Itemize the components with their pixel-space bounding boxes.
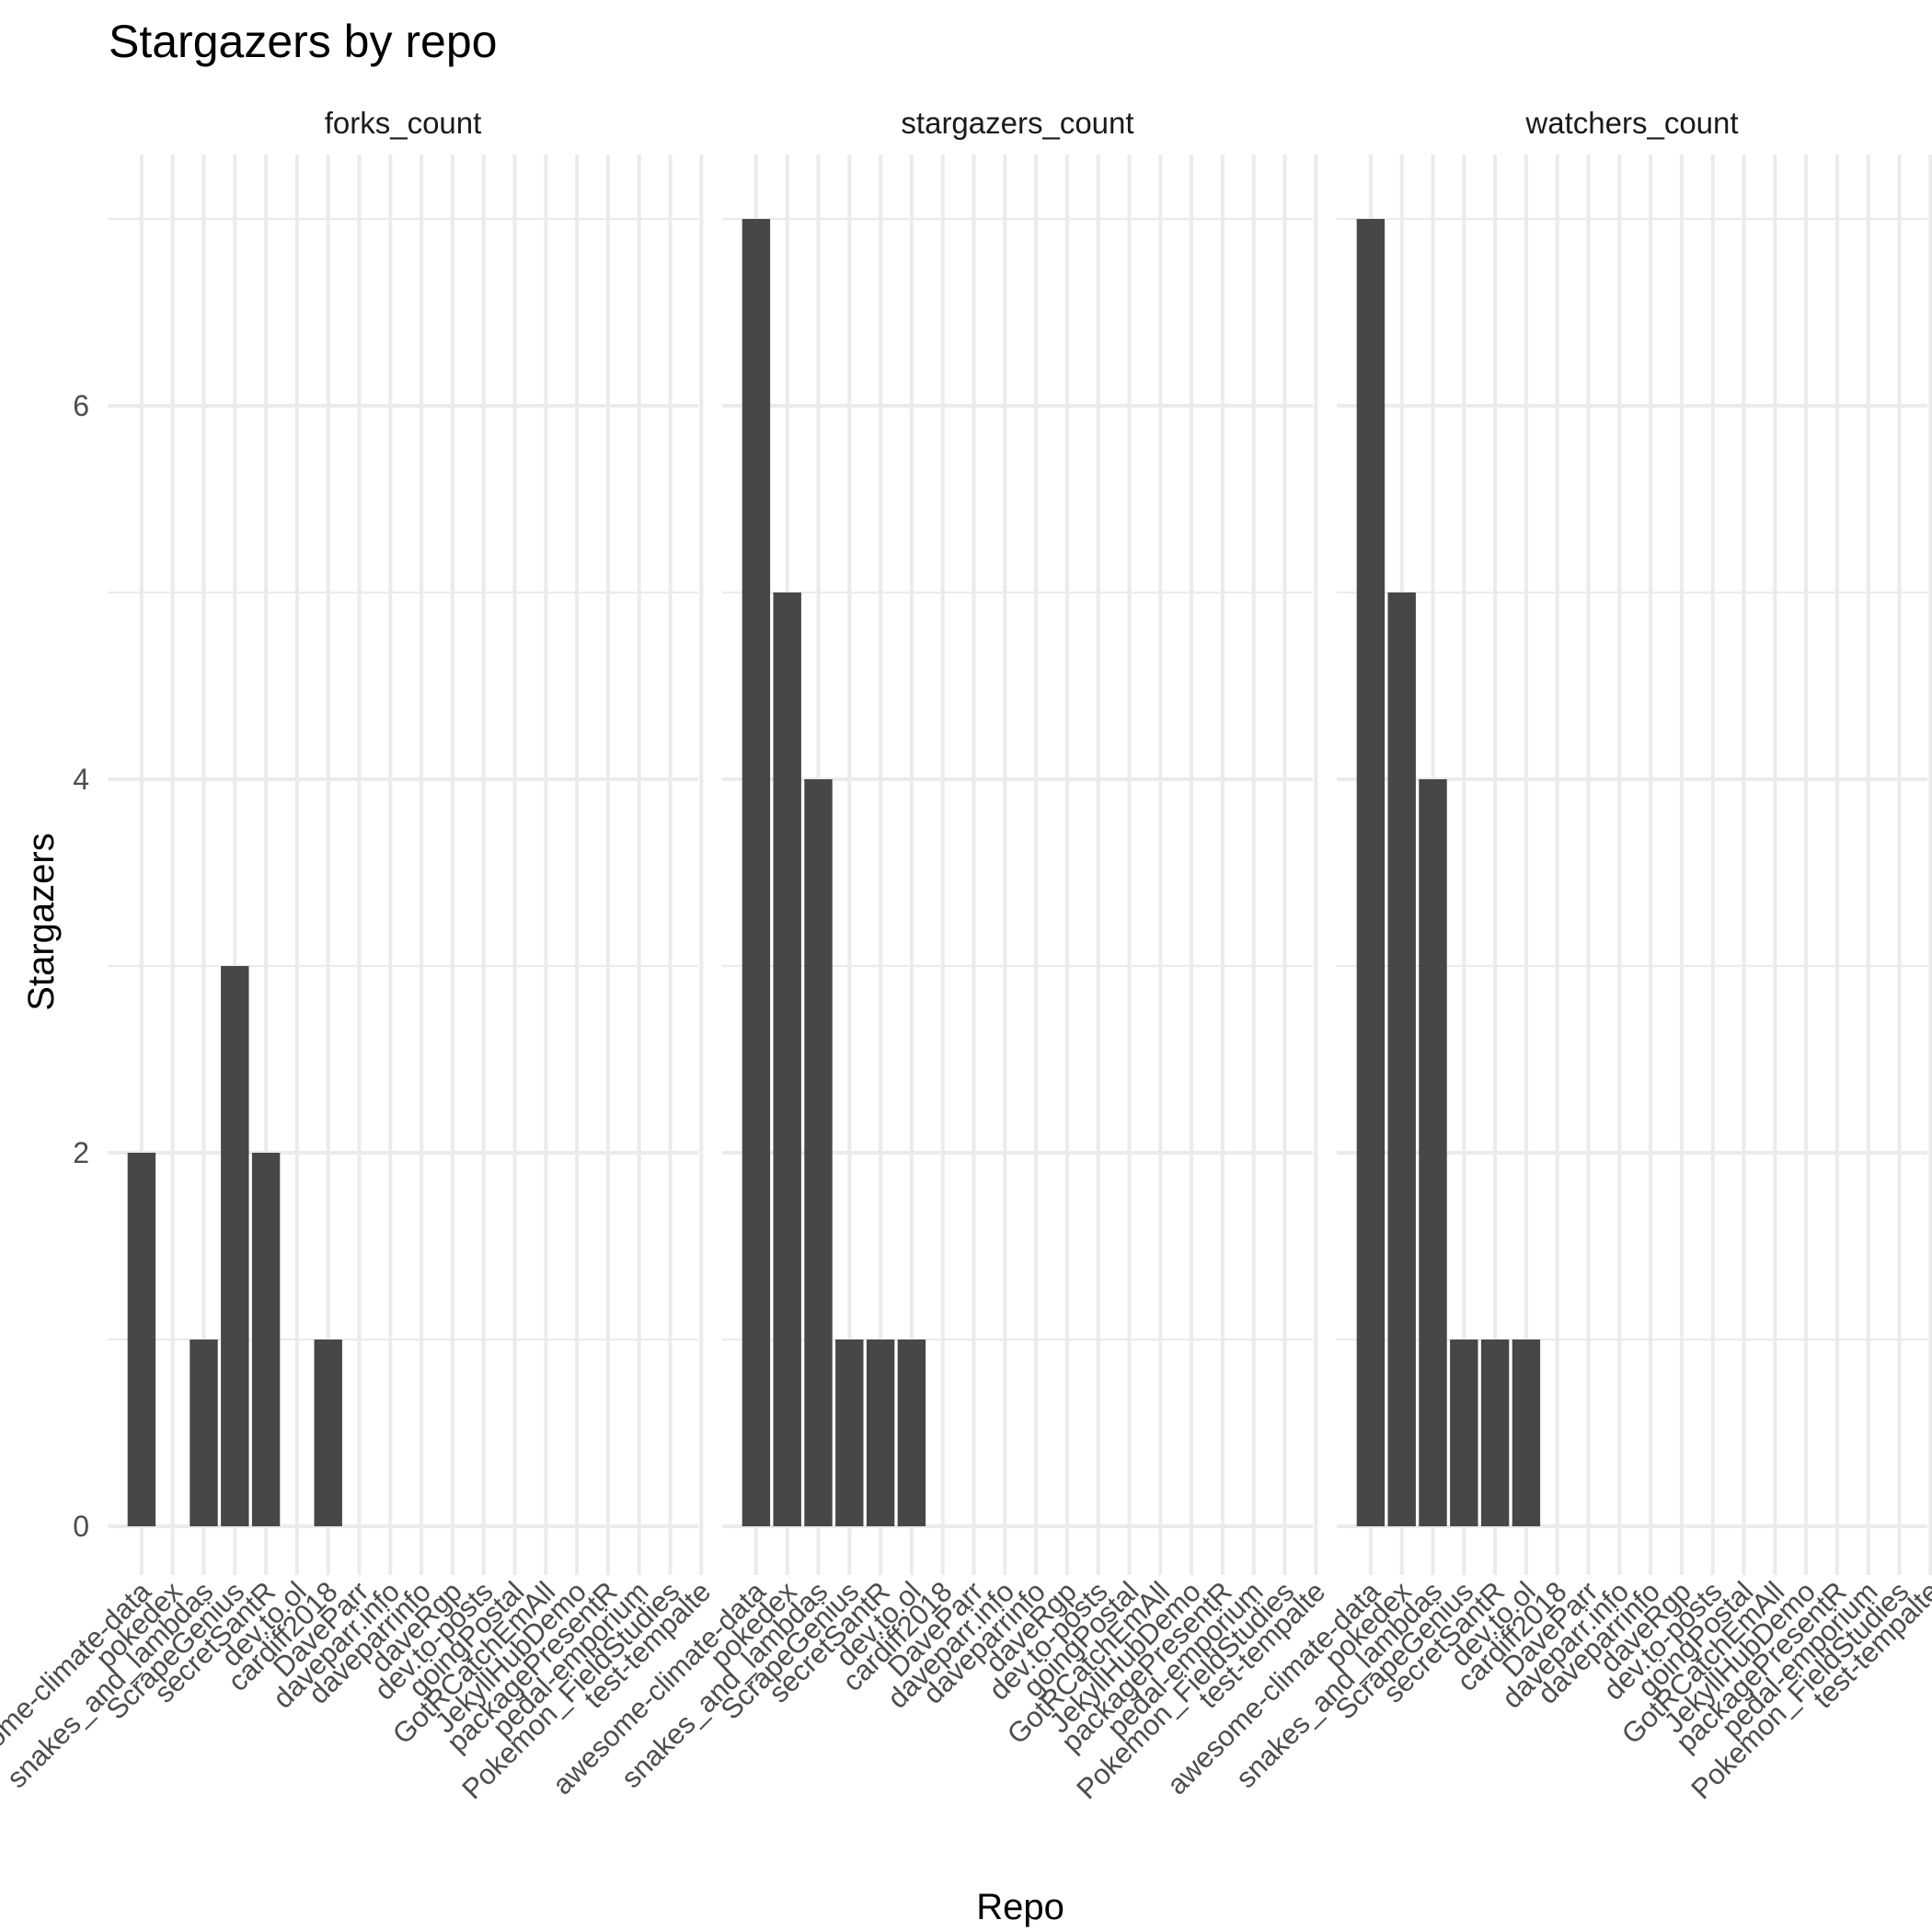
- bar-forks-count-snakes-and-lambdas: [190, 1340, 218, 1526]
- facet-panels: forks_countawesome-climate-datapokedexsn…: [0, 106, 1932, 1805]
- bar-stargazers-count-pokedex: [773, 592, 801, 1526]
- bar-watchers-count-pokedex: [1387, 592, 1416, 1526]
- bar-stargazers-count-snakes-and-lambdas: [804, 779, 833, 1526]
- bar-forks-count-scrapegenius: [221, 966, 249, 1526]
- facet-strip-label: stargazers_count: [901, 106, 1133, 140]
- facet-panel-watchers-count: watchers_countawesome-climate-datapokede…: [1161, 106, 1932, 1805]
- facet-panel-forks-count: forks_countawesome-climate-datapokedexsn…: [0, 106, 717, 1805]
- bar-stargazers-count-secretsantr: [866, 1340, 895, 1526]
- y-tick-label: 0: [73, 1510, 89, 1543]
- chart-title: Stargazers by repo: [109, 16, 497, 67]
- bar-forks-count-secretsantr: [251, 1153, 281, 1526]
- bar-watchers-count-snakes-and-lambdas: [1419, 779, 1447, 1526]
- y-axis-label: Stargazers: [21, 833, 62, 1010]
- facet-strip-label: watchers_count: [1524, 106, 1738, 140]
- bar-stargazers-count-dev-to-ol: [897, 1340, 926, 1526]
- facet-strip-label: forks_count: [325, 106, 482, 140]
- bar-watchers-count-awesome-climate-data: [1356, 219, 1386, 1526]
- bar-watchers-count-dev-to-ol: [1512, 1340, 1541, 1526]
- bar-forks-count-awesome-climate-data: [127, 1153, 156, 1526]
- bar-stargazers-count-scrapegenius: [835, 1340, 864, 1526]
- x-axis-label: Repo: [976, 1887, 1064, 1927]
- bar-watchers-count-secretsantr: [1480, 1340, 1510, 1526]
- bar-forks-count-cardiff2018: [314, 1340, 342, 1526]
- y-tick-label: 4: [73, 763, 89, 796]
- bar-watchers-count-scrapegenius: [1450, 1340, 1478, 1526]
- bar-stargazers-count-awesome-climate-data: [742, 219, 771, 1526]
- y-tick-label: 2: [73, 1136, 89, 1169]
- facet-panel-stargazers-count: stargazers_countawesome-climate-datapoke…: [546, 106, 1332, 1805]
- y-tick-label: 6: [73, 389, 89, 422]
